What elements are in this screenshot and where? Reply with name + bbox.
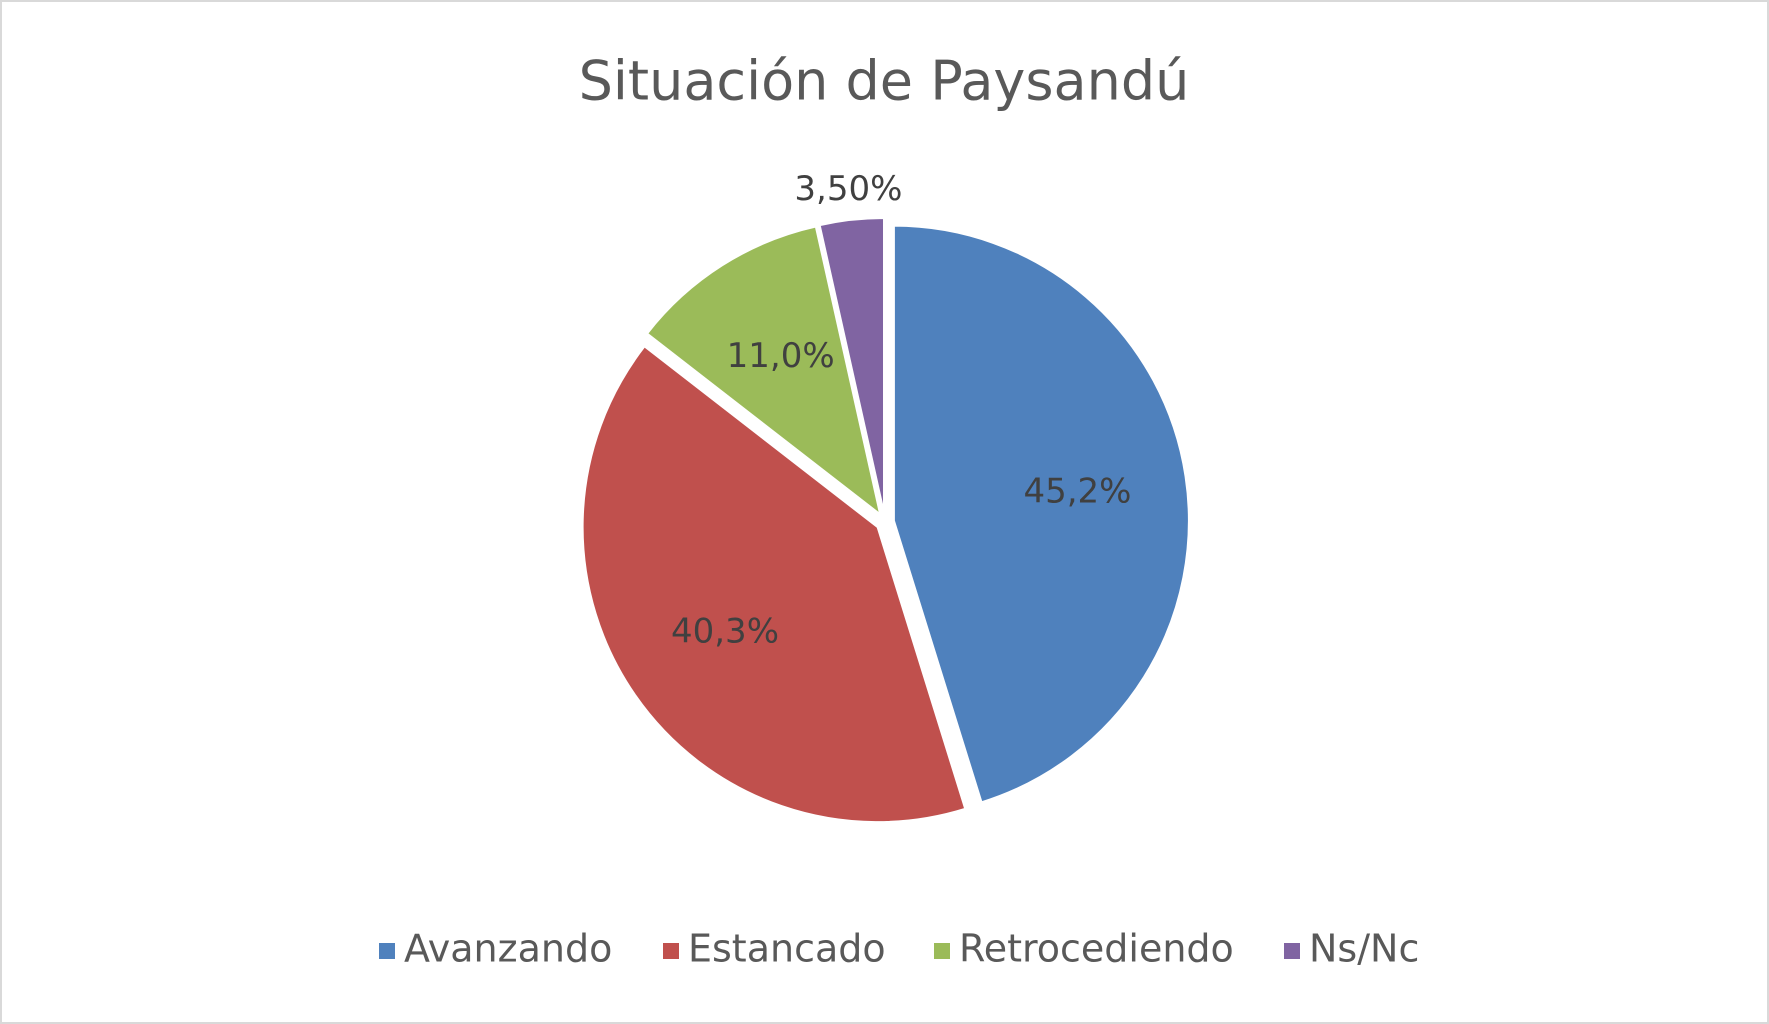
legend-label: Avanzando [404, 927, 612, 971]
legend-marker [379, 943, 395, 959]
data-label: 40,3% [671, 611, 779, 651]
legend-label: Retrocediendo [959, 927, 1234, 971]
legend-label: Estancado [688, 927, 886, 971]
data-label: 45,2% [1023, 471, 1131, 511]
chart-title: Situación de Paysandú [579, 50, 1190, 113]
pie-slice [581, 344, 967, 824]
data-label: 3,50% [794, 169, 902, 209]
pie-slice [892, 224, 1190, 804]
legend-marker [934, 943, 950, 959]
pie-slice [645, 225, 882, 517]
legend-marker [663, 943, 679, 959]
legend-label: Ns/Nc [1309, 927, 1419, 971]
pie-slice [818, 217, 886, 514]
legend-marker [1284, 943, 1300, 959]
data-label: 11,0% [727, 336, 835, 376]
